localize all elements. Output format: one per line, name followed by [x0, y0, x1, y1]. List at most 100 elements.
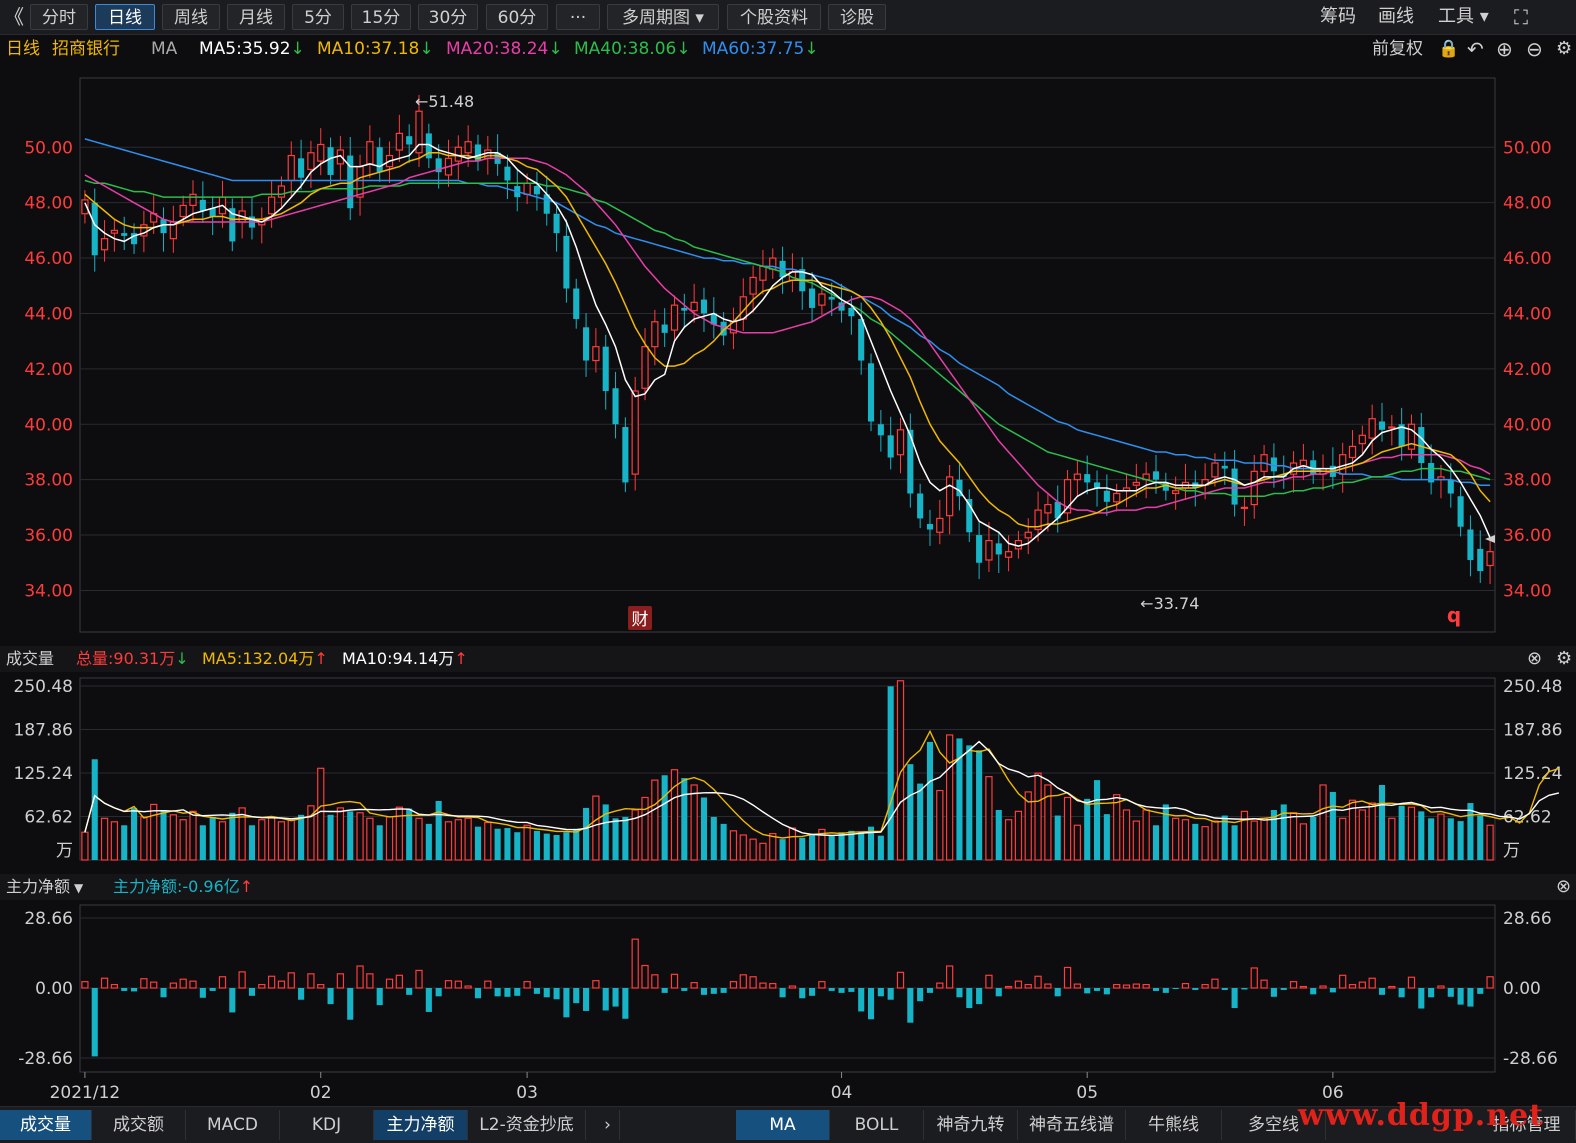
toolbar-tab-8[interactable]: ··· — [556, 4, 600, 30]
flow-bar-negative — [622, 988, 629, 1019]
stock-name[interactable]: 招商银行 — [52, 39, 120, 59]
volume-bar-down — [917, 783, 924, 860]
candle-up — [592, 346, 600, 362]
stock-chart[interactable]: 50.00 50.00 48.00 48.00 46.00 46.00 44.00 44.00… — [0, 0, 1576, 1106]
candle-up — [631, 390, 639, 475]
lock-icon[interactable]: 🔒 — [1438, 39, 1460, 59]
toolbar-tab-1[interactable]: 日线 — [95, 4, 155, 30]
price-tick-right: 36.00 — [1503, 526, 1552, 546]
bottom-tab-right-1[interactable]: BOLL — [830, 1110, 924, 1140]
toolbar-tab-9[interactable]: 多周期图 ▾ — [607, 4, 719, 30]
flow-bar-positive — [1044, 983, 1052, 989]
candle-down — [1378, 421, 1386, 430]
flow-bar-negative — [1084, 988, 1091, 994]
flow-bar-negative — [995, 988, 1002, 997]
toolbar-right-0[interactable]: 筹码 — [1320, 6, 1356, 27]
flow-bar-positive — [464, 985, 472, 989]
bottom-tab-right-5[interactable]: 多空线 — [1222, 1110, 1326, 1140]
volume-bar-down — [1447, 818, 1454, 860]
candle-up — [307, 152, 315, 171]
close-pane-icon[interactable]: ⊗ — [1527, 648, 1543, 669]
flow-bar-negative — [533, 988, 540, 994]
volume-bar-up — [1358, 809, 1366, 861]
candle-down — [347, 155, 354, 209]
undo-icon[interactable]: ↶ — [1467, 37, 1484, 61]
flow-bar-positive — [267, 975, 276, 989]
flow-bar-positive — [1339, 974, 1347, 989]
candle-down — [121, 233, 128, 236]
candle-down — [91, 202, 98, 256]
bottom-tab-left-5[interactable]: L2-资金抄底 — [468, 1110, 586, 1140]
chevron-right-icon[interactable]: › — [596, 1110, 620, 1140]
candle-up — [1240, 506, 1249, 509]
toolbar-right-2[interactable]: 工具 ▾ — [1438, 6, 1489, 27]
volume-title[interactable]: 成交量 — [6, 649, 55, 668]
volume-bar-up — [1004, 819, 1013, 861]
flow-bar-positive — [1368, 977, 1376, 989]
arrow-up-icon: ↑ — [314, 649, 328, 668]
toolbar-tab-2[interactable]: 周线 — [162, 4, 220, 30]
candle-down — [1162, 482, 1169, 491]
bottom-tab-left-2[interactable]: MACD — [186, 1110, 280, 1140]
bottom-tab-right-4[interactable]: 牛熊线 — [1126, 1110, 1222, 1140]
fullscreen-icon[interactable]: ⛶ — [1514, 5, 1528, 29]
flow-bar-positive — [1250, 967, 1258, 989]
toolbar-tab-10[interactable]: 个股资料 — [727, 4, 821, 30]
pane-settings-icon[interactable]: ⚙ — [1556, 648, 1573, 669]
candle-up — [1368, 418, 1376, 439]
flow-bar-positive — [110, 983, 119, 989]
candle-down — [474, 144, 482, 162]
volume-bar-up — [1034, 772, 1042, 861]
volume-bar-down — [799, 837, 806, 860]
flow-bar-negative — [1447, 988, 1454, 997]
chevron-down-icon[interactable]: ▼ — [74, 881, 84, 895]
candle-up — [395, 132, 404, 151]
toolbar-tab-11[interactable]: 诊股 — [828, 4, 886, 30]
close-pane-icon[interactable]: ⊗ — [1556, 876, 1572, 897]
volume-bar-up — [1407, 806, 1416, 861]
volume-ma5-text: MA5:132.04万 — [202, 649, 315, 668]
volume-bar-down — [858, 832, 865, 860]
toolbar-tab-0[interactable]: 分时 — [30, 4, 88, 30]
candle-up — [1034, 509, 1042, 531]
low-price-annotation: ←33.74 — [1140, 594, 1199, 613]
volume-bar-up — [267, 816, 276, 861]
toolbar-tab-4[interactable]: 5分 — [292, 4, 344, 30]
bottom-tab-left-3[interactable]: KDJ — [280, 1110, 374, 1140]
bottom-tab-left-4[interactable]: 主力净额 — [374, 1110, 468, 1140]
flow-bar-positive — [1122, 984, 1131, 989]
bottom-tab-right-2[interactable]: 神奇九转 — [924, 1110, 1018, 1140]
candle-down — [858, 318, 865, 361]
bottom-tab-left-1[interactable]: 成交额 — [92, 1110, 186, 1140]
adjust-button[interactable]: 前复权 — [1372, 39, 1423, 59]
volume-bar-down — [435, 800, 442, 860]
bottom-tab-left-0[interactable]: 成交量 — [0, 1110, 92, 1140]
indicator-name[interactable]: MA — [151, 39, 178, 59]
candle-down — [1103, 490, 1110, 502]
collapse-icon[interactable]: 《 — [4, 5, 24, 29]
toolbar-tab-5[interactable]: 15分 — [351, 4, 411, 30]
flow-bar-positive — [1211, 978, 1219, 989]
flow-bar-positive — [945, 965, 954, 989]
candle-up — [464, 141, 472, 154]
volume-bar-up — [788, 827, 797, 861]
toolbar-tab-7[interactable]: 60分 — [486, 4, 548, 30]
volume-bar-up — [818, 828, 826, 861]
volume-bar-down — [1192, 823, 1199, 860]
toolbar-tab-3[interactable]: 月线 — [227, 4, 285, 30]
bottom-tab-right-0[interactable]: MA — [736, 1110, 830, 1140]
volume-bar-down — [1457, 821, 1464, 860]
bottom-tab-right-3[interactable]: 神奇五线谱 — [1018, 1110, 1126, 1140]
toolbar-right-1[interactable]: 画线 — [1378, 6, 1414, 27]
volume-bar-down — [838, 832, 845, 860]
candle-down — [995, 543, 1002, 555]
flow-bar-negative — [209, 988, 216, 991]
flow-title-text[interactable]: 主力净额 — [6, 877, 71, 896]
toolbar-tab-6[interactable]: 30分 — [418, 4, 478, 30]
zoom-in-icon[interactable]: ⊕ — [1496, 37, 1513, 61]
settings-icon[interactable]: ⚙ — [1556, 38, 1573, 59]
arrow-down-icon: ↓ — [175, 649, 189, 668]
volume-bar-down — [1093, 780, 1101, 860]
zoom-out-icon[interactable]: ⊖ — [1526, 37, 1543, 61]
flow-bar-positive — [444, 980, 453, 989]
